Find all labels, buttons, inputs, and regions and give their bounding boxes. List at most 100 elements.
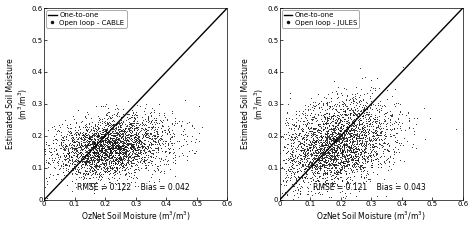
Point (147, 151, 155, 155)
Point (337, 137, 345, 140)
Point (143, 132, 151, 136)
Point (134, 127, 142, 131)
Point (95, 156, 103, 160)
Point (365, 177, 372, 181)
Point (93, 154, 100, 158)
Point (114, 131, 122, 135)
Point (97, 157, 104, 161)
Point (59, 166, 67, 170)
Point (173, 122, 181, 125)
Point (322, 132, 329, 136)
Point (134, 148, 141, 152)
Point (92, 169, 100, 173)
Point (287, 164, 294, 168)
Point (343, 154, 351, 158)
Point (312, 133, 319, 137)
Point (334, 151, 342, 155)
Point (121, 172, 128, 175)
Point (74, 159, 82, 162)
Point (116, 145, 124, 149)
Point (96, 153, 104, 157)
Point (351, 180, 359, 183)
Point (309, 138, 317, 141)
Point (315, 175, 323, 179)
Point (360, 166, 367, 170)
Point (356, 141, 364, 144)
Point (115, 130, 122, 133)
Point (128, 153, 135, 157)
Point (75, 141, 83, 145)
Point (109, 139, 117, 143)
Point (358, 144, 366, 148)
Point (144, 133, 152, 137)
Point (87, 156, 94, 160)
Point (90, 162, 98, 166)
Point (357, 133, 365, 137)
Point (332, 121, 339, 124)
Point (114, 165, 121, 169)
Point (412, 122, 420, 125)
Point (346, 132, 354, 136)
Point (92, 164, 100, 167)
Point (349, 158, 357, 162)
Point (124, 153, 132, 156)
Point (141, 130, 148, 133)
Point (86, 142, 93, 146)
Point (126, 129, 133, 133)
Point (317, 161, 324, 164)
Point (320, 115, 328, 119)
Point (81, 132, 89, 136)
Point (111, 141, 118, 144)
Point (377, 163, 385, 166)
Point (141, 161, 149, 165)
Point (299, 119, 307, 123)
Point (342, 129, 349, 133)
Point (92, 150, 100, 153)
Point (359, 156, 367, 160)
Legend: One-to-one, Open loop - CABLE: One-to-one, Open loop - CABLE (46, 10, 127, 28)
Point (103, 146, 111, 149)
Point (158, 120, 165, 124)
Point (80, 172, 87, 175)
Point (344, 135, 351, 139)
Point (338, 127, 346, 131)
Point (374, 145, 381, 149)
Point (128, 144, 136, 148)
Point (341, 109, 349, 113)
Point (364, 110, 371, 114)
Point (360, 157, 368, 161)
Point (332, 166, 340, 170)
Point (332, 172, 340, 176)
Point (130, 113, 137, 116)
Point (290, 159, 297, 163)
Point (346, 145, 353, 149)
Point (146, 131, 154, 135)
Point (344, 137, 351, 141)
Point (328, 127, 335, 131)
Point (90, 182, 97, 185)
Point (128, 158, 136, 162)
Point (322, 138, 329, 142)
Point (136, 145, 143, 148)
Point (312, 179, 319, 183)
Point (323, 164, 331, 167)
Point (90, 166, 97, 169)
Point (372, 128, 380, 132)
Point (347, 128, 355, 132)
Point (349, 112, 357, 115)
Point (85, 131, 93, 134)
Point (336, 142, 343, 146)
Point (118, 145, 126, 148)
Point (391, 88, 399, 91)
Point (86, 136, 94, 139)
Point (341, 128, 349, 132)
Point (141, 158, 148, 162)
Point (311, 165, 319, 168)
Point (113, 143, 120, 146)
Point (97, 150, 105, 154)
Point (313, 162, 321, 166)
Point (62, 135, 70, 139)
Point (291, 181, 299, 185)
Point (54, 161, 61, 164)
Point (362, 145, 370, 148)
